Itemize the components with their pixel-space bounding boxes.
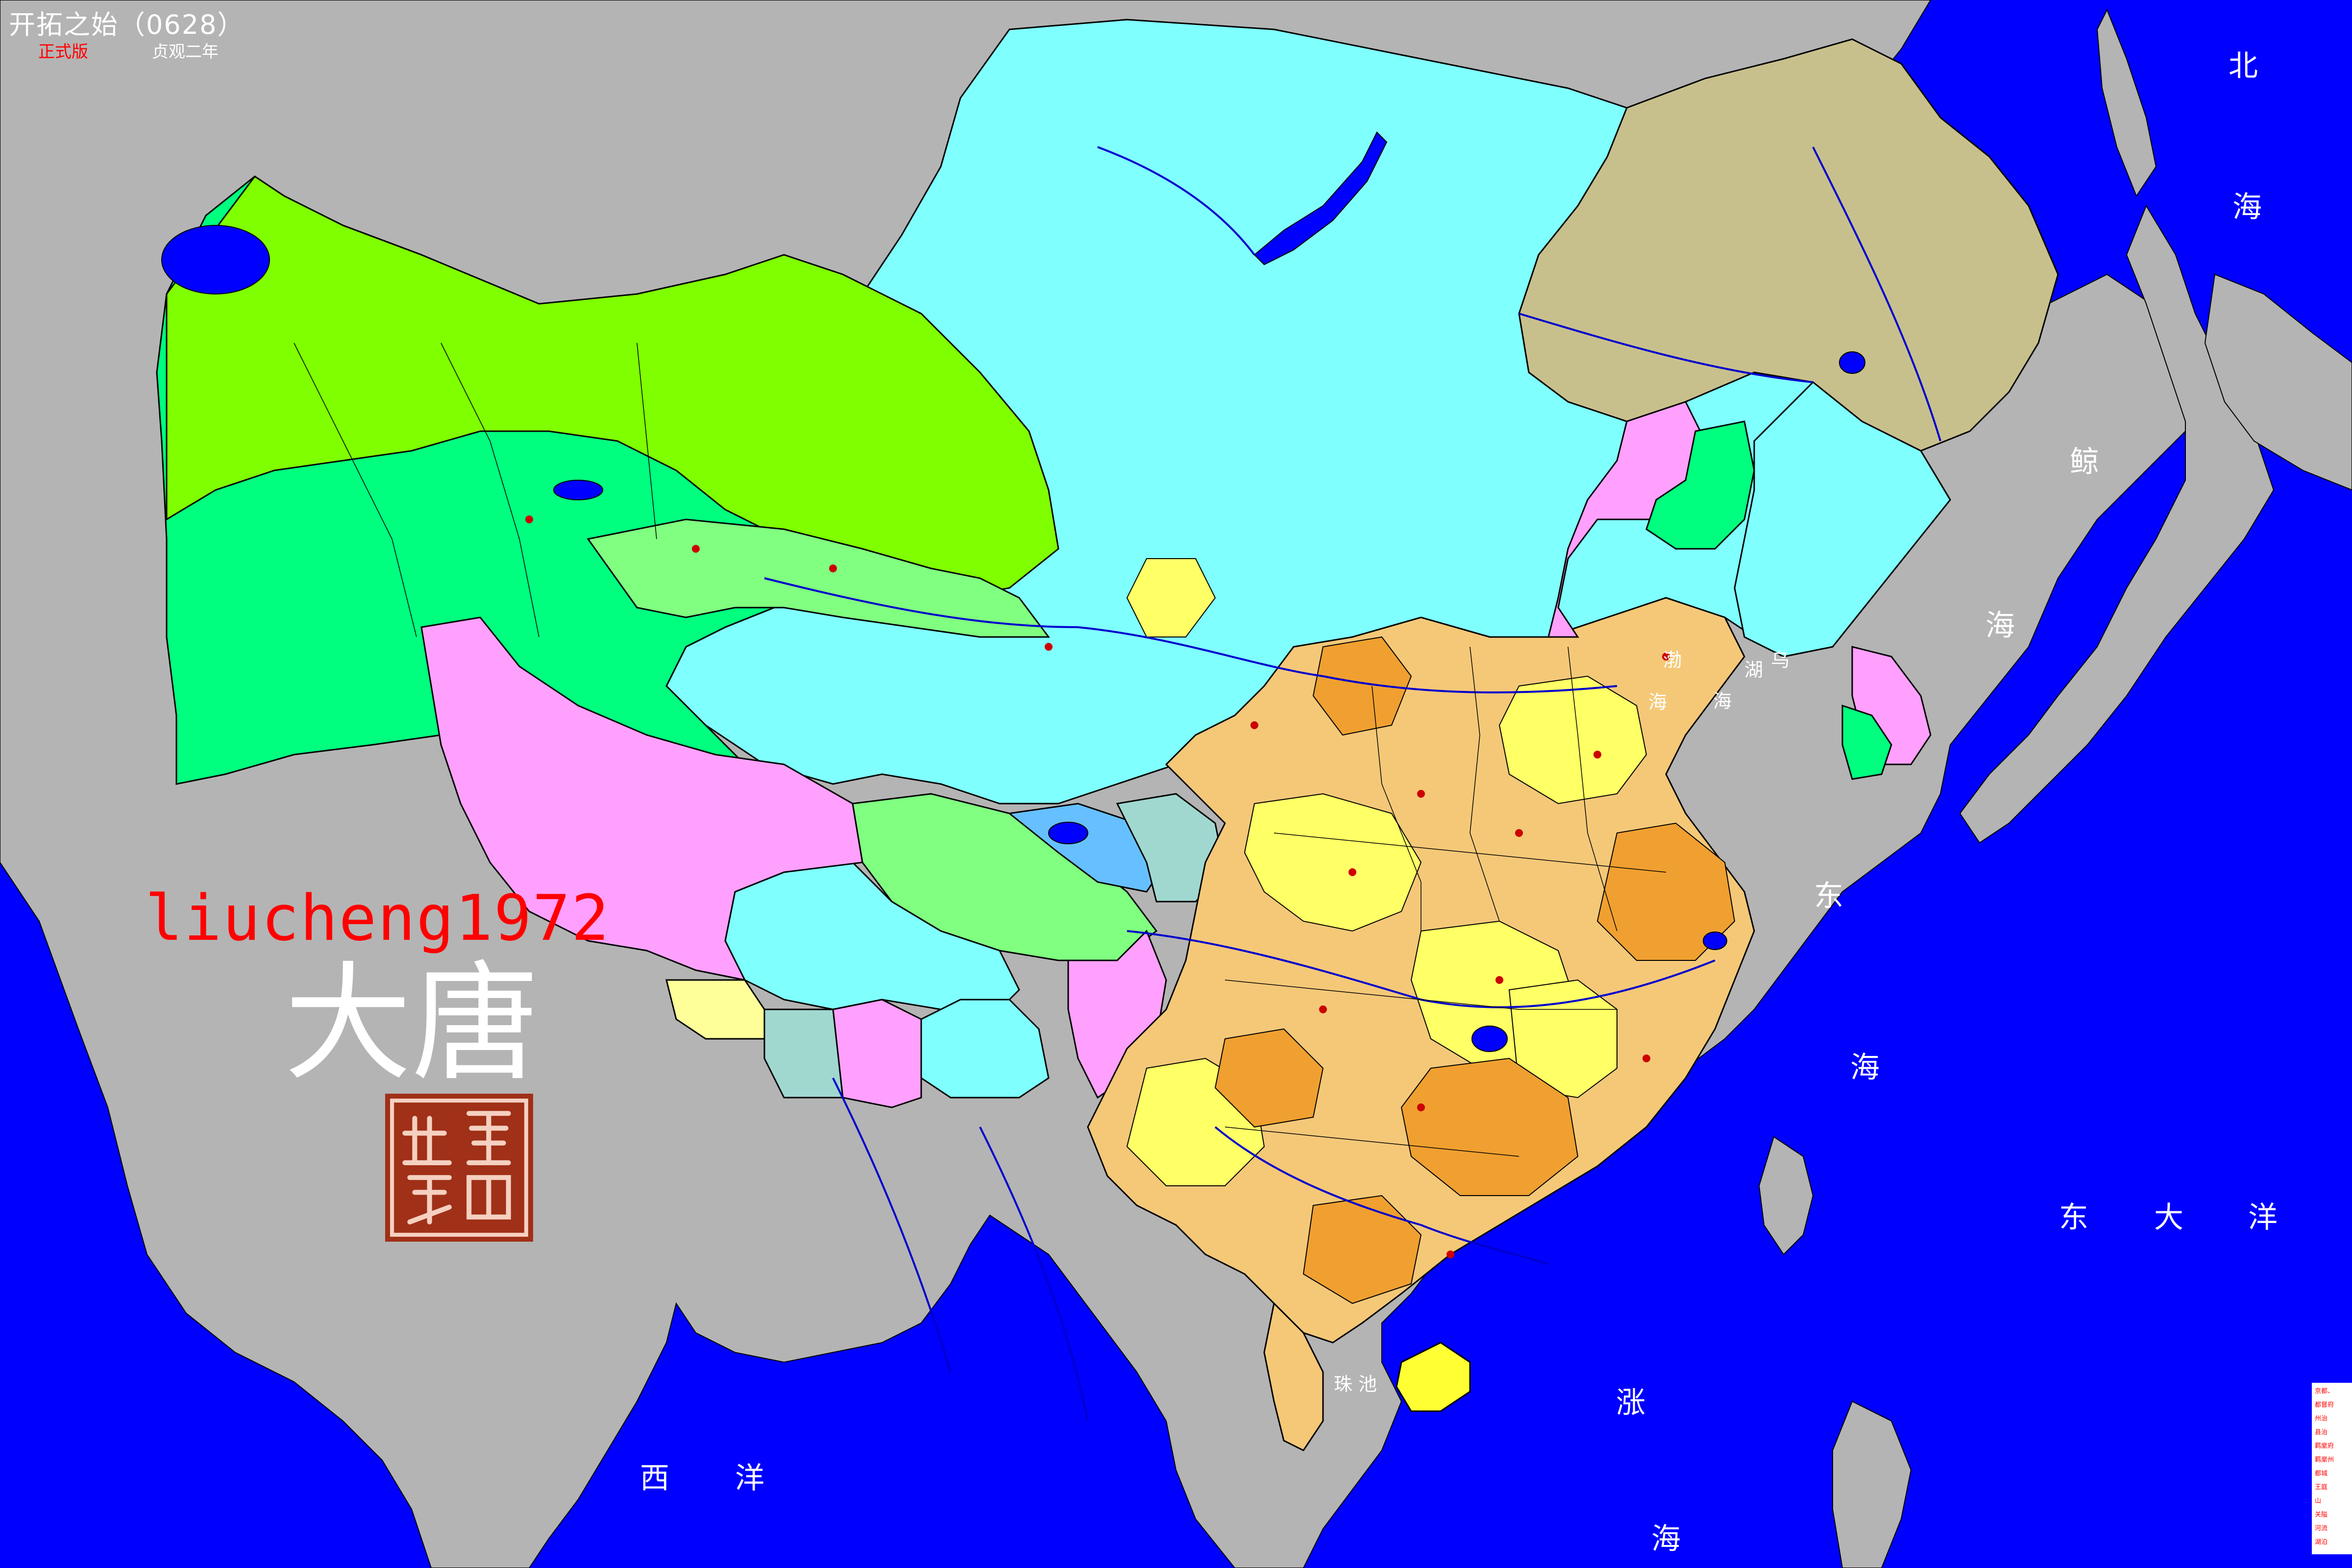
region-teal [763,1008,844,1099]
sea-label-dong: 东 [1814,879,1843,913]
region-cyan-ne [1734,381,1951,658]
edition-label: 正式版 [38,42,88,62]
legend-item: 县治 [2315,1429,2328,1436]
land-japan [1959,204,2275,844]
lake-taihu [1703,931,1727,950]
land-sakhalin [2096,8,2157,197]
region-tang-yellow-1 [1244,793,1422,932]
sea-label-yang: 洋 [735,1461,764,1495]
region-yellow-south-west [665,979,765,1040]
sea-label-zhuchi: 珠 池 [1334,1373,1377,1395]
sea-label-wuhu-1: 乌 [1771,649,1790,671]
map-title: 开拓之始（0628） [9,9,245,40]
internal-borders [294,343,1666,1157]
legend-item: 关隘 [2315,1511,2328,1519]
land-taiwan [1758,1136,1814,1255]
legend-item: 王庭 [2315,1484,2328,1491]
sea-label-dongdayang-1: 东 [2059,1200,2088,1235]
legend-item: 羁縻府 [2315,1443,2334,1450]
region-tang-orange-1 [1400,1057,1579,1196]
legend-item: 湖泊 [2315,1539,2328,1546]
region-pink-south [832,999,922,1108]
region-tang-yellow-5 [1126,558,1216,637]
region-xitujue-lime [166,175,1059,599]
sea-label-hai-north: 海 [2232,190,2262,224]
sea-label-dongdayang-2: 大 [2154,1200,2183,1235]
legend-item: 羁縻州 [2315,1456,2334,1464]
region-tang-orange-5 [1214,1028,1324,1128]
region-korea-green [1841,704,1892,780]
legend-item: 都督府 [2315,1401,2334,1409]
sea-label-bei: 北 [2229,49,2258,83]
era-label: 贞观二年 [152,42,219,62]
legend-item: 河流 [2315,1525,2328,1532]
sea-label-hai-jing: 海 [1985,609,2015,643]
settlement-dots [525,515,1670,1258]
region-tang-orange-3 [1302,1195,1422,1304]
sea-label-donghai: 海 [1850,1051,1880,1085]
seal-stamp [385,1094,533,1242]
sea-label-zhanghai: 海 [1651,1522,1681,1556]
sea-label-dongdayang-3: 洋 [2248,1200,2278,1235]
sea-label-jing: 鲸 [2070,445,2099,479]
lake-khanka [1839,351,1865,374]
lake-balkhash [161,225,270,294]
legend-item: 山 [2315,1497,2322,1505]
sea-label-bohai-1: 渤 [1663,649,1682,671]
sea-label-bohai-2: 海 [1648,691,1667,713]
region-pink-west [420,616,863,981]
land-philippines [1832,1400,1912,1568]
lake-baikal [1253,131,1388,266]
legend-item: 都城 [2315,1470,2328,1477]
lake-qinghai [1048,822,1088,844]
sea-label-xi: 西 [640,1461,669,1495]
legend-item: 州治 [2315,1415,2328,1422]
region-indochina [1263,1301,1324,1451]
lake-issyk [553,480,603,500]
legend-item: 京都、 [2315,1388,2334,1395]
sea-label-wuhu-2: 湖 [1744,659,1764,681]
region-cyan-south [920,999,1050,1099]
sea-label-zhang: 涨 [1616,1386,1645,1420]
region-tang-yellow-2 [1498,675,1647,805]
author-watermark: liucheng1972 [145,882,610,955]
region-hainan [1396,1342,1471,1412]
map-legend: 京都、 都督府 州治 县治 羁縻府 羁縻州 都城 王庭 山 关隘 河流 湖泊 [2312,1383,2352,1554]
sea-label-wuhu-3: 海 [1713,690,1732,712]
region-green-band [587,518,1050,638]
land-hokkaido [2204,273,2352,491]
dynasty-title: 大唐 [284,950,539,1098]
region-tang-orange-4 [1312,636,1412,736]
lake-dongting [1471,1026,1508,1052]
region-green-ne [1645,420,1755,550]
